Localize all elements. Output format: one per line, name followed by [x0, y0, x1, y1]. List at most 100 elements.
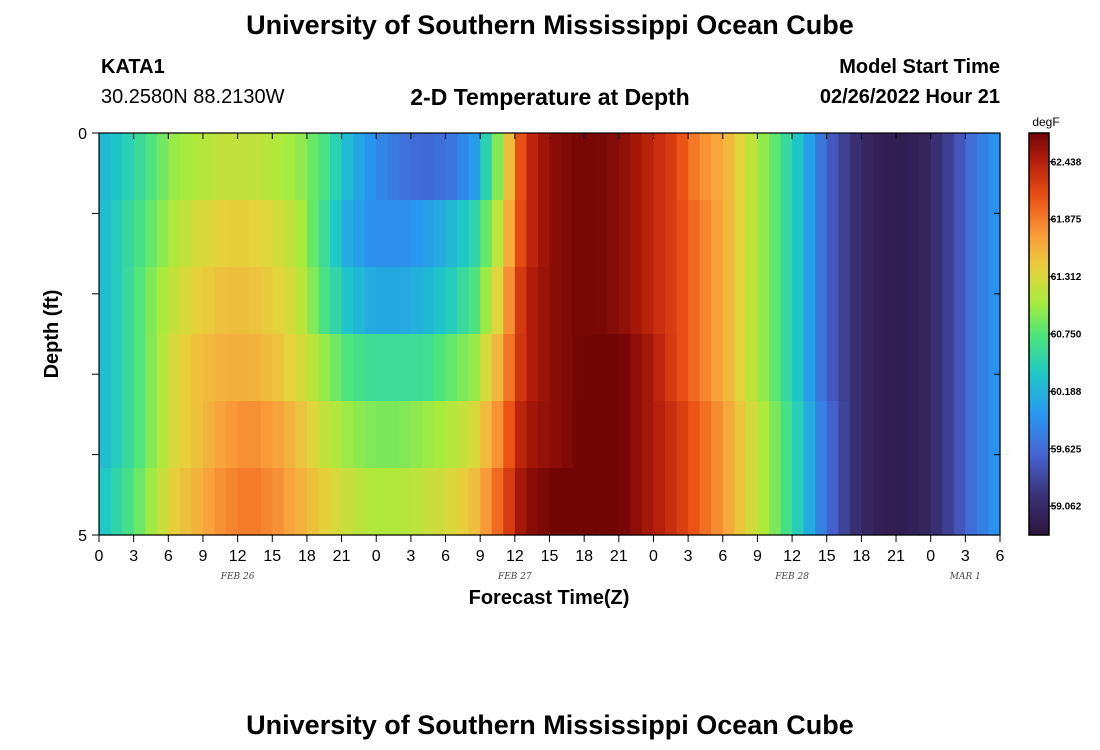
heatmap-cell [364, 200, 377, 268]
x-tick-label: 9 [753, 548, 762, 565]
heatmap-cell [919, 267, 932, 335]
heatmap-cell [907, 401, 920, 469]
heatmap-cell [630, 133, 643, 201]
heatmap-cell [145, 133, 158, 201]
heatmap-cell [318, 334, 331, 402]
heatmap-cell [618, 401, 631, 469]
heatmap-cell [526, 401, 539, 469]
heatmap-cell [965, 468, 978, 536]
heatmap-cell [249, 267, 262, 335]
heatmap-cell [930, 468, 943, 536]
heatmap-cell [561, 133, 574, 201]
heatmap-cell [965, 200, 978, 268]
heatmap-cell [722, 133, 735, 201]
heatmap-cell [410, 401, 424, 469]
heatmap-cell [919, 200, 932, 268]
date-label: FEB 26 [220, 572, 255, 582]
heatmap-cell [688, 267, 701, 335]
heatmap-cell [849, 401, 862, 469]
heatmap-cell [976, 334, 990, 402]
heatmap-cell [364, 334, 377, 402]
heatmap-cell [722, 468, 735, 536]
heatmap-cell [584, 468, 597, 536]
heatmap-cell [422, 200, 435, 268]
x-tick-label: 15 [818, 548, 836, 565]
heatmap-cell [688, 200, 701, 268]
heatmap-cell [99, 401, 112, 469]
x-tick-label: 12 [783, 548, 801, 565]
heatmap-cell [711, 468, 724, 536]
heatmap-cell [226, 200, 239, 268]
heatmap-cell [191, 334, 204, 402]
heatmap-cell [514, 401, 527, 469]
model-start-label: Model Start Time [839, 56, 1000, 78]
heatmap-cell [249, 334, 262, 402]
heatmap-cell [503, 267, 516, 335]
heatmap-cell [896, 133, 909, 201]
heatmap-cell [561, 200, 574, 268]
heatmap-cell [214, 267, 227, 335]
heatmap-cell [237, 401, 250, 469]
heatmap-cell [306, 267, 320, 335]
heatmap-cell [734, 200, 747, 268]
heatmap-cell [711, 334, 724, 402]
heatmap-cell [353, 133, 366, 201]
heatmap-cell [145, 468, 158, 536]
heatmap-cell [768, 267, 782, 335]
station-id: KATA1 [101, 56, 165, 78]
x-tick-label: 3 [684, 548, 693, 565]
heatmap-cell [468, 133, 481, 201]
heatmap-cell [872, 133, 886, 201]
heatmap-cell [353, 267, 366, 335]
heatmap-cell [237, 468, 250, 536]
heatmap-cell [410, 133, 424, 201]
heatmap-cell [179, 401, 193, 469]
heatmap-cell [457, 133, 470, 201]
heatmap-cell [249, 468, 262, 536]
heatmap-cell [618, 200, 631, 268]
heatmap-cell [168, 133, 181, 201]
heatmap-cell [260, 334, 273, 402]
heatmap-cell [572, 468, 585, 536]
heatmap-cell [468, 200, 481, 268]
heatmap-cell [110, 334, 123, 402]
heatmap-cell [942, 267, 955, 335]
heatmap-cell [872, 334, 886, 402]
heatmap-cell [179, 468, 193, 536]
heatmap-cell [99, 267, 112, 335]
heatmap-cell [399, 334, 412, 402]
heatmap-cell [399, 200, 412, 268]
heatmap-cell [168, 468, 181, 536]
heatmap-cell [861, 133, 874, 201]
heatmap-cell [919, 334, 932, 402]
heatmap-cell [480, 468, 493, 536]
x-axis-label: Forecast Time(Z) [469, 587, 630, 609]
heatmap-cell [503, 133, 516, 201]
heatmap-cell [306, 133, 320, 201]
x-tick-label: 6 [441, 548, 450, 565]
heatmap-cell [572, 133, 585, 201]
heatmap-cell [734, 468, 747, 536]
heatmap-cell [815, 200, 828, 268]
y-tick-label: 5 [78, 528, 87, 545]
x-tick-label: 3 [961, 548, 970, 565]
heatmap-cell [526, 267, 539, 335]
heatmap-cell [930, 334, 943, 402]
heatmap-cell [122, 200, 135, 268]
colorbar-tick-label: 60.750 [1051, 330, 1082, 341]
heatmap-cell [145, 401, 158, 469]
heatmap-cell [595, 468, 608, 536]
heatmap-cell [330, 133, 343, 201]
heatmap-cell [641, 267, 655, 335]
heatmap-cell [202, 334, 216, 402]
colorbar-tick-label: 62.438 [1051, 157, 1082, 168]
heatmap-cell [896, 401, 909, 469]
x-tick-label: 0 [926, 548, 935, 565]
heatmap-cell [283, 401, 296, 469]
heatmap-cell [99, 334, 112, 402]
heatmap-cell [341, 468, 354, 536]
colorbar-tick-label: 59.062 [1051, 502, 1082, 513]
heatmap-cell [491, 200, 504, 268]
heatmap-cell [930, 200, 943, 268]
heatmap-cell [376, 401, 389, 469]
